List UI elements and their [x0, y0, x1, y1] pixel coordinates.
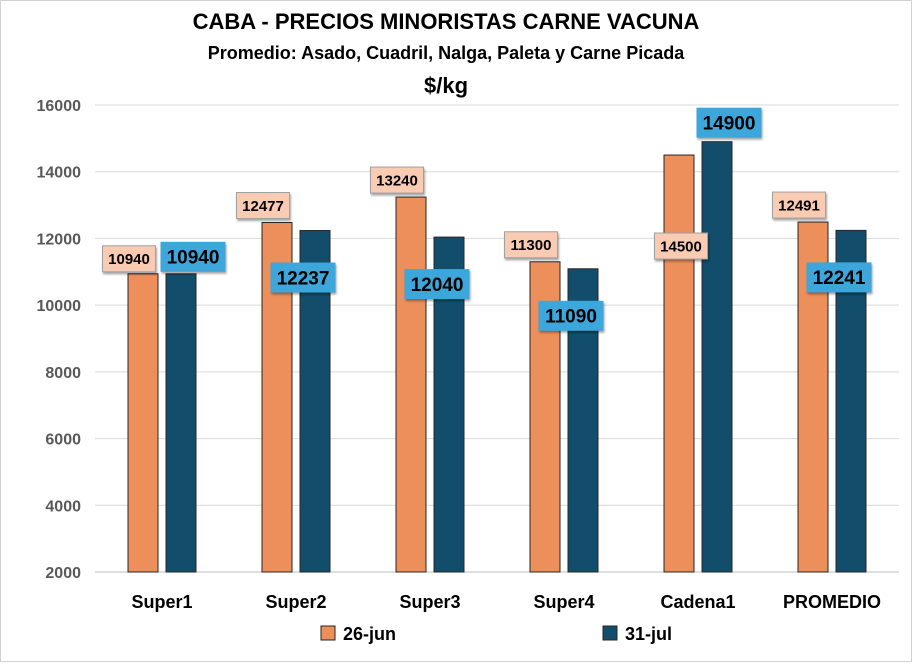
- x-tick-label: Super1: [131, 592, 192, 612]
- legend-swatch: [602, 625, 618, 641]
- bars: [127, 141, 867, 573]
- data-labels: 10940 10940 12477 12237 13240 12040 11300 11090…: [102, 107, 872, 331]
- y-tick-label: 6000: [45, 432, 81, 449]
- data-label-text: 12040: [411, 275, 464, 296]
- bar-31-jul-Cadena1: [701, 141, 733, 573]
- x-tick-label: Super3: [399, 592, 460, 612]
- data-label-text: 12241: [813, 268, 866, 289]
- y-axis: 2000 4000 6000 8000 10000 12000 14000 16000: [37, 98, 82, 582]
- x-tick-label: Super2: [265, 592, 326, 612]
- data-label-text: 12491: [778, 197, 820, 214]
- data-label-text: 12237: [277, 268, 330, 289]
- x-tick-label: Cadena1: [660, 592, 735, 612]
- chart-title: CABA - PRECIOS MINORISTAS CARNE VACUNA: [193, 9, 700, 34]
- gridlines: [95, 104, 899, 573]
- data-label-text: 13240: [376, 172, 418, 189]
- y-tick-label: 2000: [45, 565, 81, 582]
- y-tick-label: 14000: [37, 165, 82, 182]
- data-label-text: 14900: [703, 114, 756, 135]
- data-label-text: 11090: [545, 307, 597, 328]
- legend-label: 31-jul: [625, 624, 672, 644]
- data-label-26-jun-PROMEDIO: 12491: [772, 191, 826, 219]
- data-label-26-jun-Super1: 10940: [102, 245, 156, 273]
- bar-26-jun-Super1: [127, 273, 159, 573]
- y-tick-label: 8000: [45, 365, 81, 382]
- legend-item-26-jun: 26-jun: [320, 624, 396, 644]
- data-label-26-jun-Super4: 11300: [504, 231, 558, 259]
- legend-label: 26-jun: [343, 624, 396, 644]
- data-label-26-jun-Super2: 12477: [236, 192, 290, 220]
- data-label-text: 11300: [511, 237, 552, 254]
- chart-subtitle: Promedio: Asado, Cuadril, Nalga, Paleta …: [208, 43, 685, 63]
- x-tick-label: Super4: [533, 592, 594, 612]
- data-label-26-jun-Super3: 13240: [370, 166, 424, 194]
- data-label-text: 14500: [660, 238, 702, 255]
- data-label-31-jul-Cadena1: 14900: [696, 107, 762, 138]
- x-axis: Super1 Super2 Super3 Super4 Cadena1 PROMEDIO: [131, 592, 881, 612]
- data-label-26-jun-Cadena1: 14500: [654, 232, 708, 260]
- legend: 26-jun 31-jul: [320, 624, 672, 644]
- legend-swatch: [320, 625, 336, 641]
- x-tick-label: PROMEDIO: [783, 592, 881, 612]
- legend-item-31-jul: 31-jul: [602, 624, 672, 644]
- y-tick-label: 16000: [37, 98, 82, 115]
- data-label-31-jul-Super2: 12237: [270, 262, 336, 293]
- data-label-31-jul-Super4: 11090: [538, 300, 604, 331]
- data-label-31-jul-Super1: 10940: [160, 241, 226, 272]
- bar-31-jul-Super1: [165, 273, 197, 573]
- bar-26-jun-Cadena1: [663, 154, 695, 573]
- data-label-text: 10940: [108, 251, 150, 268]
- y-tick-label: 12000: [37, 231, 82, 248]
- y-tick-label: 4000: [45, 498, 81, 515]
- chart-unit-label: $/kg: [424, 73, 468, 98]
- bar-26-jun-Super3: [395, 196, 427, 573]
- data-label-text: 10940: [167, 248, 220, 269]
- y-tick-label: 10000: [37, 298, 82, 315]
- data-label-31-jul-Super3: 12040: [404, 269, 470, 300]
- data-label-31-jul-PROMEDIO: 12241: [806, 262, 872, 293]
- data-label-text: 12477: [242, 198, 284, 215]
